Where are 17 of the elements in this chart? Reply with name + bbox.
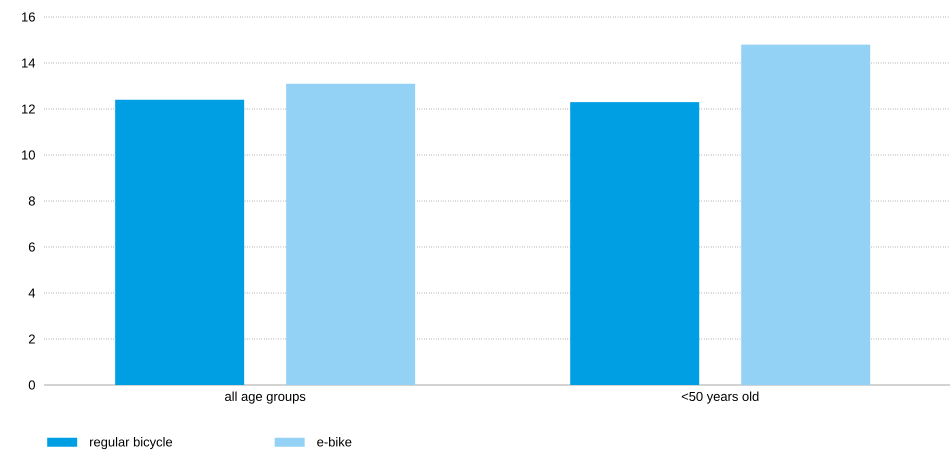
y-tick-label: 6 (28, 242, 35, 252)
y-tick-label: 8 (28, 196, 35, 206)
legend-label: e-bike (317, 437, 352, 447)
y-tick-label: 2 (28, 334, 35, 344)
y-tick-label: 16 (22, 12, 35, 22)
y-tick-label: 10 (22, 150, 35, 160)
bar (115, 100, 244, 385)
bar (741, 44, 870, 385)
y-tick-label: 12 (22, 104, 35, 114)
y-tick-label: 0 (28, 380, 35, 390)
bar (570, 102, 700, 385)
y-tick-label: 4 (28, 288, 36, 298)
legend-label: regular bicycle (90, 437, 172, 450)
x-tick-label: <50 years old (682, 392, 758, 404)
x-tick-label: all age groups (225, 392, 306, 404)
bar (286, 84, 416, 385)
y-tick-label: 14 (22, 58, 36, 68)
